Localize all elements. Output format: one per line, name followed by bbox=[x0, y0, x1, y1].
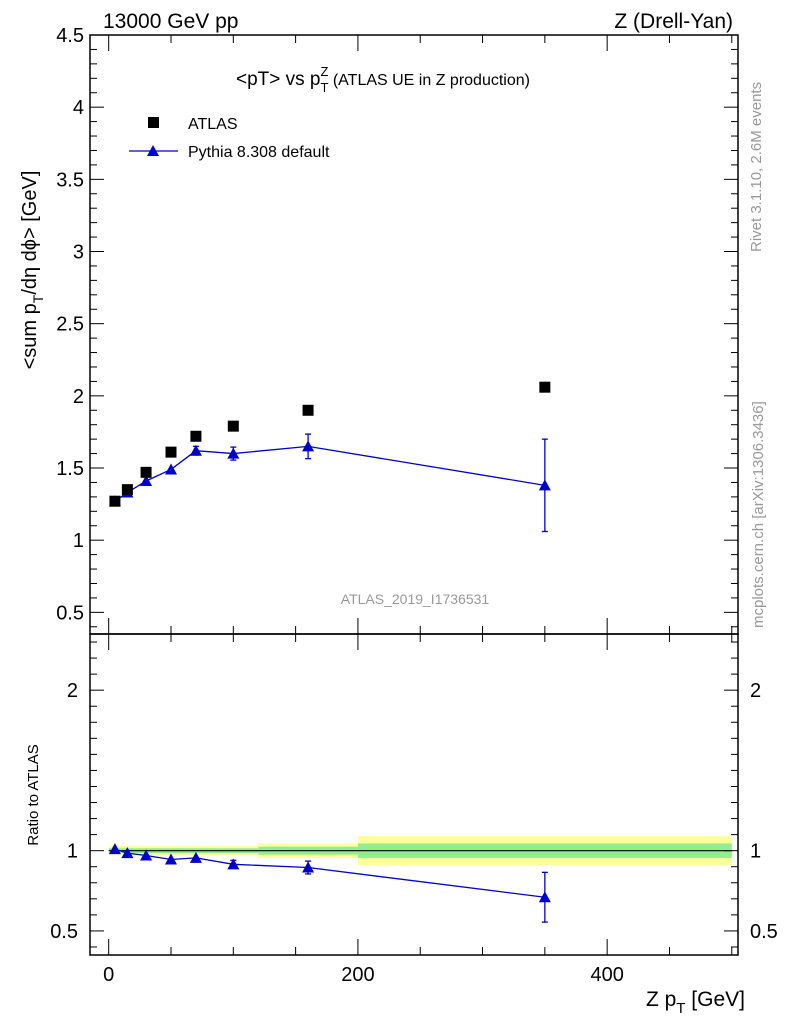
ratio-ytick-label-left: 1 bbox=[67, 841, 78, 863]
ratio-ytick-label-left: 0.5 bbox=[50, 921, 78, 943]
legend-atlas-label: ATLAS bbox=[188, 116, 238, 133]
ratio-ytick-label-left: 2 bbox=[67, 680, 78, 702]
ratio-ytick-label-right: 1 bbox=[750, 841, 761, 863]
header-right: Z (Drell-Yan) bbox=[614, 10, 733, 33]
ratio-xtick-label: 400 bbox=[590, 964, 623, 986]
ratio-pythia-point bbox=[538, 891, 551, 903]
main-ylabel: <sum pT/dη dϕ> [GeV] bbox=[19, 171, 46, 370]
main-title: <pT> vs pZ T (ATLAS UE in Z production) bbox=[236, 64, 530, 95]
analysis-label: ATLAS_2019_I1736531 bbox=[341, 591, 490, 607]
ratio-ytick-label-right: 2 bbox=[750, 680, 761, 702]
ratio-pythia-point bbox=[302, 861, 315, 873]
atlas-point bbox=[121, 484, 133, 496]
legend-atlas-marker bbox=[148, 117, 159, 128]
pythia-point bbox=[165, 463, 177, 475]
main-ytick-label: 4 bbox=[73, 97, 84, 119]
main-panel: 0.5 1 1.5 2 2.5 3 3.5 4 4.5 <pT> vs pZ T (ATLAS U… bbox=[19, 25, 739, 635]
ratio-xtick-label: 200 bbox=[341, 964, 374, 986]
pythia-point bbox=[189, 444, 202, 456]
ratio-axis-ticks: 0.5 0.5 1 1 2 2 0 200 400 bbox=[50, 634, 778, 986]
main-axis-ticks: 0.5 1 1.5 2 2.5 3 3.5 4 4.5 bbox=[56, 25, 738, 634]
ratio-data-marks bbox=[108, 843, 551, 923]
ratio-xtick-label: 0 bbox=[103, 964, 114, 986]
ratio-frame bbox=[89, 633, 739, 956]
atlas-point bbox=[190, 430, 202, 442]
main-ytick-label: 1 bbox=[73, 530, 84, 552]
main-ytick-label: 0.5 bbox=[56, 602, 84, 624]
pythia-point bbox=[227, 447, 240, 459]
pythia-point bbox=[302, 440, 315, 452]
atlas-point bbox=[140, 466, 152, 478]
legend: ATLAS Pythia 8.308 default bbox=[129, 116, 330, 161]
ratio-pythia-point bbox=[165, 853, 177, 865]
main-ytick-label: 1.5 bbox=[56, 458, 84, 480]
ratio-panel: 0.5 0.5 1 1 2 2 0 200 400 Ratio to ATLAS Z pT [G… bbox=[25, 633, 778, 1017]
main-data-marks bbox=[108, 381, 551, 533]
atlas-point bbox=[227, 420, 239, 432]
legend-pythia-marker bbox=[147, 145, 159, 156]
atlas-point bbox=[109, 495, 121, 507]
main-ytick-label: 2 bbox=[73, 386, 84, 408]
pythia-point bbox=[538, 479, 551, 491]
pythia-line bbox=[114, 445, 545, 502]
legend-pythia-label: Pythia 8.308 default bbox=[188, 144, 330, 161]
rivet-label: Rivet 3.1.10, 2.6M events bbox=[748, 82, 765, 252]
atlas-point bbox=[539, 381, 551, 393]
ratio-pythia-point bbox=[108, 843, 121, 855]
main-ytick-label: 2.5 bbox=[56, 314, 84, 336]
ratio-ylabel: Ratio to ATLAS bbox=[25, 744, 42, 845]
ratio-pythia-point bbox=[189, 851, 202, 863]
ratio-ytick-label-right: 0.5 bbox=[750, 921, 778, 943]
ratio-pythia-point bbox=[121, 847, 134, 859]
pythia-point bbox=[140, 475, 153, 487]
atlas-point bbox=[302, 404, 314, 416]
header-left: 13000 GeV pp bbox=[103, 10, 238, 33]
ratio-pythia-point bbox=[227, 858, 240, 870]
main-ytick-label: 3 bbox=[73, 242, 84, 264]
atlas-point bbox=[165, 446, 177, 458]
main-ytick-label: 3.5 bbox=[56, 169, 84, 191]
ratio-xlabel: Z pT [GeV] bbox=[646, 988, 745, 1017]
ratio-uncertainty-bands bbox=[108, 836, 732, 866]
main-ytick-label: 4.5 bbox=[56, 25, 84, 47]
mcplots-label: mcplots.cern.ch [arXiv:1306.3436] bbox=[750, 401, 767, 628]
ratio-pythia-point bbox=[140, 849, 153, 861]
